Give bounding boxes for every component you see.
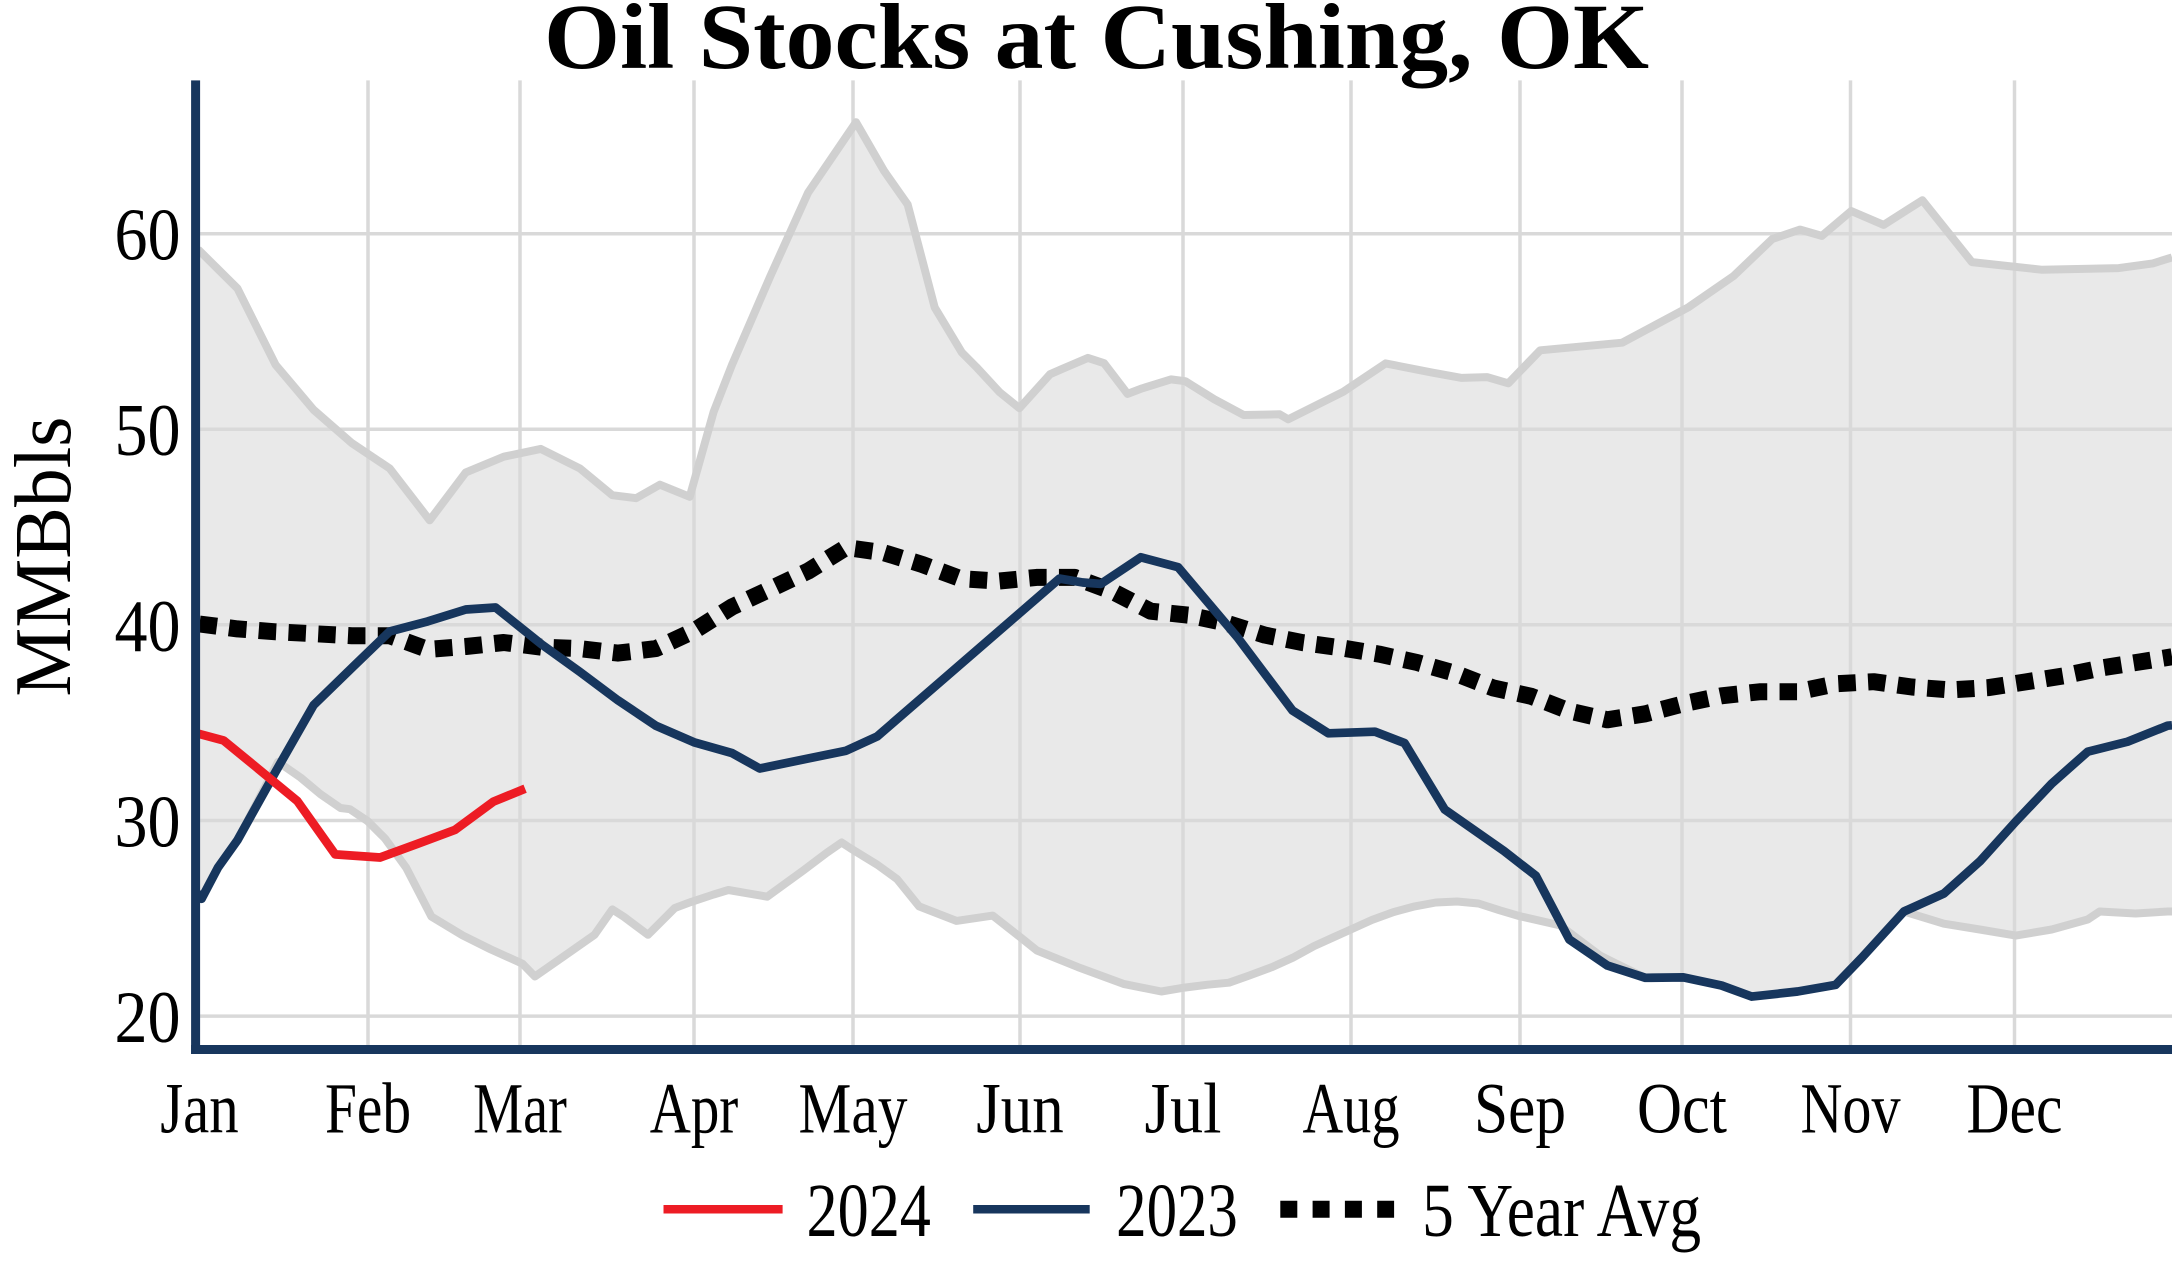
svg-text:Sep: Sep (1474, 1069, 1566, 1149)
svg-text:Nov: Nov (1801, 1069, 1901, 1149)
svg-text:60: 60 (115, 195, 181, 277)
svg-text:20: 20 (115, 977, 181, 1059)
svg-text:2024: 2024 (807, 1169, 931, 1253)
svg-text:Dec: Dec (1967, 1069, 2063, 1149)
svg-text:30: 30 (115, 782, 181, 864)
svg-text:5 Year Avg: 5 Year Avg (1422, 1169, 1701, 1253)
svg-text:Jan: Jan (160, 1069, 238, 1149)
svg-text:Feb: Feb (325, 1069, 411, 1149)
svg-text:Oil Stocks at Cushing, OK: Oil Stocks at Cushing, OK (544, 0, 1649, 89)
svg-text:40: 40 (115, 586, 181, 668)
svg-text:2023: 2023 (1116, 1169, 1238, 1253)
svg-text:50: 50 (115, 390, 181, 472)
svg-text:Apr: Apr (650, 1069, 739, 1149)
svg-text:Jun: Jun (976, 1069, 1064, 1149)
svg-text:Aug: Aug (1303, 1069, 1400, 1149)
svg-text:MMBbls: MMBbls (0, 417, 88, 697)
svg-text:May: May (799, 1069, 908, 1149)
svg-text:Oct: Oct (1637, 1069, 1727, 1149)
svg-text:Jul: Jul (1145, 1069, 1222, 1149)
svg-text:Mar: Mar (473, 1069, 567, 1149)
